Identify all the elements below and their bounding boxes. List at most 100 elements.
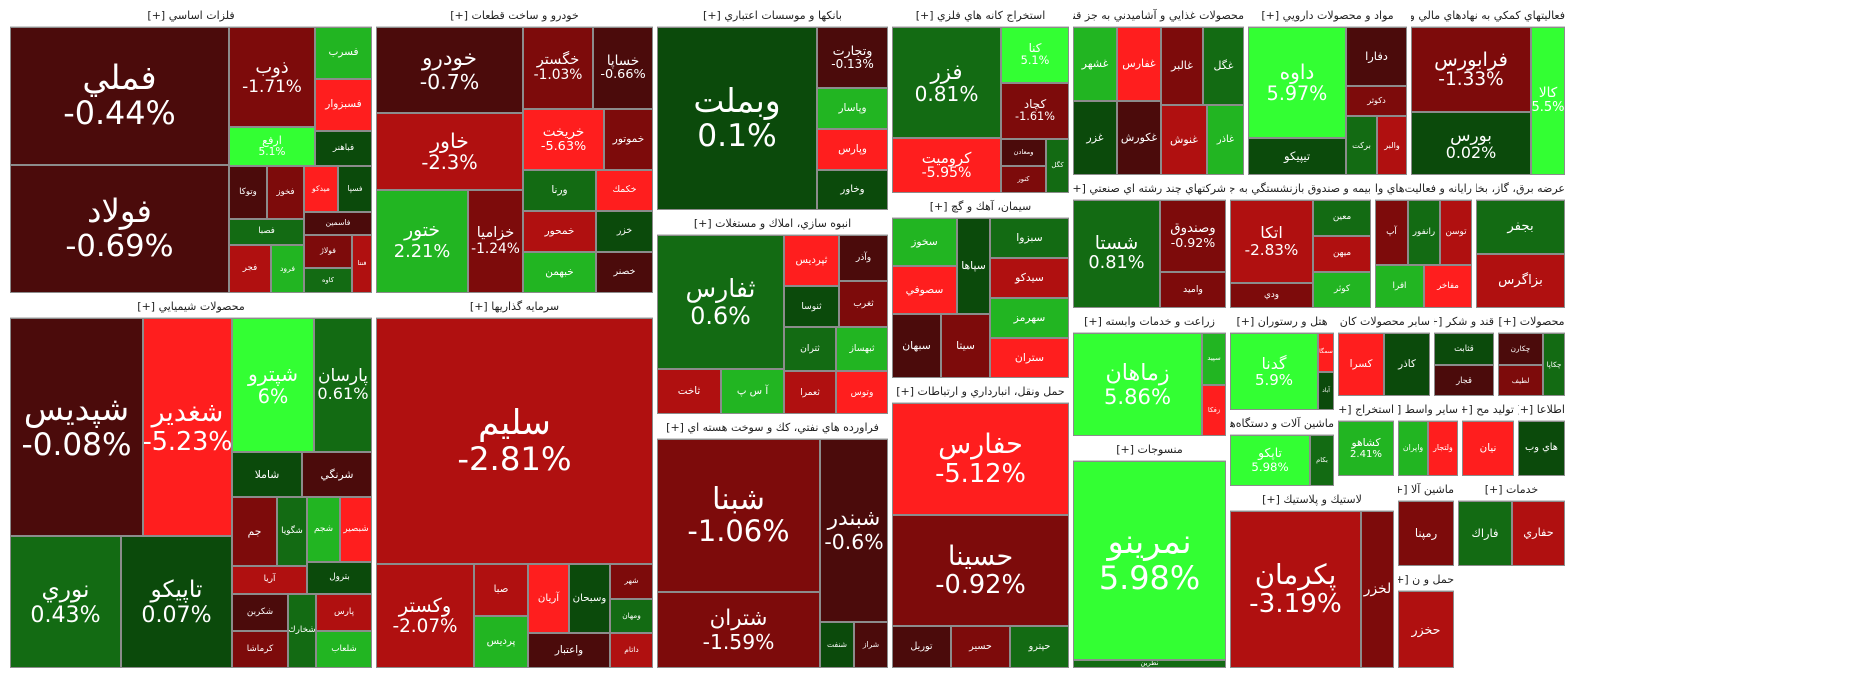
symbol-tile[interactable]: فسبزوار [315,79,372,131]
sector-title[interactable]: سيمان، آهك و گچ [+] [892,197,1069,218]
symbol-tile[interactable]: ثنوسا [784,286,839,327]
symbol-tile[interactable]: فرابورس -1.33% [1411,27,1531,112]
symbol-tile[interactable]: غفارس [1117,27,1161,101]
symbol-tile[interactable]: غزر [1073,101,1117,175]
symbol-tile[interactable]: غشهر [1073,27,1117,101]
symbol-tile[interactable]: زماهان 5.86% [1073,333,1202,436]
symbol-tile[interactable]: وبملت 0.1% [657,27,817,210]
symbol-tile[interactable]: فاراك [1458,501,1512,566]
sector-title[interactable]: سابر محصولات كان [+] [1338,312,1430,333]
symbol-tile[interactable]: وكستر -2.07% [376,564,474,668]
symbol-tile[interactable]: شاملا [232,452,302,497]
symbol-tile[interactable]: غگل [1203,27,1244,105]
symbol-tile[interactable]: فجر [229,245,271,293]
symbol-tile[interactable]: كسرا [1338,333,1384,396]
symbol-tile[interactable]: شنفت [820,622,854,668]
symbol-tile[interactable]: گدنا 5.9% [1230,333,1318,410]
symbol-tile[interactable]: واعتبار [528,633,610,668]
symbol-tile[interactable]: پارس [316,594,372,631]
sector-title[interactable]: ماشين آلات و دستگاه‌ها [+] [1230,414,1334,435]
symbol-tile[interactable]: نمرينو 5.98% [1073,461,1226,660]
symbol-tile[interactable]: پرديس [474,616,528,668]
symbol-tile[interactable]: فولاد -0.69% [10,165,229,293]
symbol-tile[interactable]: بورس 0.02% [1411,112,1531,175]
symbol-tile[interactable]: شپديس -0.08% [10,318,143,536]
symbol-tile[interactable]: لخزر [1361,511,1394,668]
symbol-tile[interactable]: فرود [271,245,304,293]
symbol-tile[interactable]: فخوز [267,166,304,219]
symbol-tile[interactable]: هاي وب [1518,421,1565,476]
symbol-tile[interactable]: شتران -1.59% [657,592,820,668]
symbol-tile[interactable]: وسبحان [569,564,610,633]
sector-title[interactable]: ماشين آلا [+] [1398,480,1454,501]
symbol-tile[interactable]: لطيف [1498,365,1543,396]
symbol-tile[interactable]: نيان [1462,421,1514,476]
symbol-tile[interactable]: ثتران [784,327,836,371]
symbol-tile[interactable]: شبندر -0.6% [820,439,888,622]
sector-title[interactable]: رايانه و فعاليت‌هاي وا [+] [1375,179,1472,200]
sector-title[interactable]: هتل و رستوران [+] [1230,312,1334,333]
symbol-tile[interactable]: دفارا [1346,27,1407,86]
symbol-tile[interactable]: فسرب [315,27,372,79]
sector-title[interactable]: محصولات شيميايي [+] [10,297,372,318]
sector-title[interactable]: انبوه سازي، املاك و مستغلات [+] [657,214,888,235]
symbol-tile[interactable]: كاوه [304,268,352,293]
symbol-tile[interactable]: شخارك [288,594,316,668]
symbol-tile[interactable]: نوري 0.43% [10,536,121,668]
symbol-tile[interactable]: سپيد [1202,333,1226,385]
symbol-tile[interactable]: تاپيكو 0.07% [121,536,232,668]
symbol-tile[interactable]: خمحور [523,211,596,252]
symbol-tile[interactable]: خزر [596,211,653,252]
symbol-tile[interactable]: ثبهساز [836,327,888,371]
symbol-tile[interactable]: قثابت [1434,333,1494,365]
sector-title[interactable]: فلزات اساسي [+] [10,6,372,27]
symbol-tile[interactable]: غالبر [1161,27,1203,105]
symbol-tile[interactable]: وتوكا [229,166,267,219]
symbol-tile[interactable]: حفاري [1512,501,1565,566]
symbol-tile[interactable]: خصنر [596,252,653,293]
symbol-tile[interactable]: پكرمان -3.19% [1230,511,1361,668]
symbol-tile[interactable]: اتكا -2.83% [1230,200,1313,283]
sector-title[interactable]: محصولات غذايي و آشاميدني به جز قند و شكر… [1073,6,1244,27]
sector-title[interactable]: زراعت و خدمات وابسته [+] [1073,312,1226,333]
symbol-tile[interactable]: حخزر [1398,591,1454,668]
symbol-tile[interactable]: خساپا -0.66% [593,27,653,109]
sector-title[interactable]: استخراج [+] [1338,400,1394,421]
symbol-tile[interactable]: حسير [951,626,1010,668]
symbol-tile[interactable]: ذوب -1.71% [229,27,315,127]
symbol-tile[interactable]: خبهمن [523,252,596,293]
symbol-tile[interactable]: سبهان [892,314,941,378]
symbol-tile[interactable]: پارسان 0.61% [314,318,372,452]
symbol-tile[interactable]: ثعمرا [784,371,836,414]
symbol-tile[interactable]: والبر [1377,116,1407,175]
symbol-tile[interactable]: فسپا [338,166,372,212]
symbol-tile[interactable]: ورنا [523,170,596,211]
symbol-tile[interactable]: آپ [1375,200,1408,265]
symbol-tile[interactable]: آباد [1318,372,1334,410]
symbol-tile[interactable]: سبزوا [990,218,1069,258]
symbol-tile[interactable]: رمپنا [1398,501,1454,566]
sector-title[interactable]: مواد و محصولات دارويي [+] [1248,6,1407,27]
sector-title[interactable]: محصولات [+] [1498,312,1565,333]
sector-title[interactable]: بيمه و صندوق بازنشستگي به جزتام [+] [1230,179,1371,200]
symbol-tile[interactable]: زفكا [1202,385,1226,436]
symbol-tile[interactable]: ودي [1230,283,1313,308]
symbol-tile[interactable]: سهرمز [990,298,1069,338]
sector-title[interactable]: عرضه برق، گاز، بخار [+] [1476,179,1565,200]
sector-title[interactable]: سرمايه گذاريها [+] [376,297,653,318]
symbol-tile[interactable]: وخاور [817,170,888,210]
symbol-tile[interactable]: شغدير -5.23% [143,318,232,536]
symbol-tile[interactable]: سيتا [941,314,990,378]
symbol-tile[interactable]: كروميت -5.95% [892,138,1001,193]
symbol-tile[interactable]: نطرين [1073,660,1226,668]
symbol-tile[interactable]: سپاها [957,218,990,314]
sector-title[interactable]: خودرو و ساخت قطعات [+] [376,6,653,27]
symbol-tile[interactable]: فصبا [229,219,304,245]
symbol-tile[interactable]: ميهن [1313,236,1371,272]
symbol-tile[interactable]: رانفور [1408,200,1440,265]
symbol-tile[interactable]: افرا [1375,265,1424,308]
symbol-tile[interactable]: بترول [307,562,372,594]
symbol-tile[interactable]: چكارن [1498,333,1543,365]
symbol-tile[interactable]: بركت [1346,116,1377,175]
sector-title[interactable]: قند و شكر [+] [1434,312,1494,333]
